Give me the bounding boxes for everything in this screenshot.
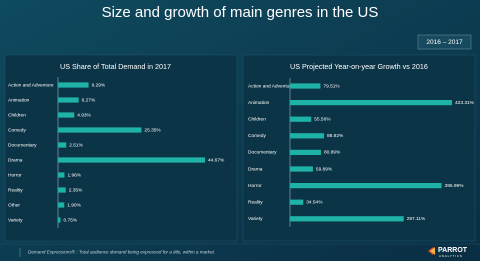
bar — [58, 172, 65, 178]
bar — [58, 127, 142, 133]
value-label: 55.56% — [314, 116, 331, 122]
category-label: Reality — [8, 187, 23, 193]
value-label: 80.89% — [324, 150, 341, 156]
bar — [58, 97, 79, 103]
bar — [58, 142, 67, 148]
slide-title: Size and growth of main genres in the US — [102, 4, 379, 21]
value-label: 34.54% — [306, 199, 323, 205]
category-label: Other — [8, 202, 20, 208]
value-label: 395.99% — [445, 183, 465, 189]
category-label: Drama — [248, 166, 263, 172]
bar — [58, 157, 205, 163]
value-label: 44.67% — [208, 157, 225, 163]
period-box — [417, 34, 472, 50]
bar — [290, 116, 312, 122]
footer-note: Demand Expressions® : Total audience dem… — [28, 249, 215, 255]
bar — [290, 149, 321, 155]
category-label: Children — [8, 112, 26, 118]
bar — [58, 202, 65, 208]
category-label: Children — [248, 116, 266, 122]
category-label: Drama — [8, 157, 23, 163]
category-label: Horror — [248, 183, 262, 189]
logo-name: PARROT — [438, 247, 468, 254]
value-label: 1.96% — [67, 172, 81, 178]
category-label: Variety — [8, 217, 23, 223]
value-label: 9.29% — [92, 82, 106, 88]
bar — [290, 199, 304, 205]
period-label: 2016 – 2017 — [426, 39, 463, 46]
panel-title: US Share of Total Demand in 2017 — [60, 62, 171, 71]
category-label: Comedy — [8, 127, 26, 133]
category-label: Documentary — [248, 150, 277, 156]
panel-right — [242, 54, 476, 242]
bar — [290, 133, 324, 139]
bar — [58, 187, 66, 193]
category-label: Documentary — [8, 142, 37, 148]
value-label: 297.11% — [407, 216, 426, 222]
bar — [290, 83, 321, 89]
category-label: Reality — [248, 199, 263, 205]
value-label: 423.31% — [455, 100, 475, 106]
bar — [290, 100, 452, 106]
bar — [58, 112, 75, 118]
value-label: 4.93% — [77, 112, 91, 118]
category-label: Animation — [248, 100, 270, 106]
category-label: Horror — [8, 172, 22, 178]
value-label: 25.35% — [144, 127, 161, 133]
value-label: 6.27% — [82, 97, 96, 103]
category-label: Action and Adventure — [8, 82, 54, 88]
bar — [290, 183, 442, 189]
logo-sub: ANALYTICS — [439, 254, 463, 258]
value-label: 2.35% — [69, 187, 83, 193]
bar — [58, 217, 61, 223]
category-label: Comedy — [248, 133, 266, 139]
category-label: Action and Adventure — [248, 83, 294, 89]
value-label: 88.82% — [327, 133, 344, 139]
category-label: Variety — [248, 216, 263, 222]
panel-title: US Projected Year-on-year Growth vs 2016 — [290, 62, 428, 71]
value-label: 59.89% — [316, 166, 333, 172]
bar — [58, 82, 89, 88]
logo-icon — [430, 247, 435, 255]
bar — [290, 216, 404, 222]
panel-left — [4, 54, 238, 242]
bar — [290, 166, 313, 172]
value-label: 1.90% — [67, 202, 81, 208]
category-label: Animation — [8, 97, 30, 103]
value-label: 0.75% — [63, 217, 77, 223]
value-label: 2.51% — [69, 142, 83, 148]
value-label: 79.51% — [323, 83, 340, 89]
